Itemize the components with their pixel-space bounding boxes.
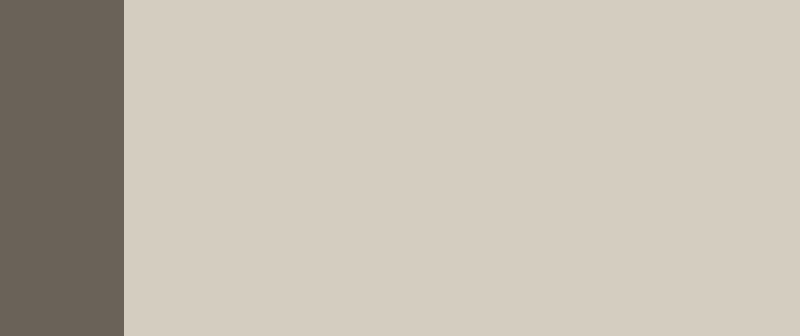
Text: 15.  Determine the measure of x:: 15. Determine the measure of x: (152, 30, 485, 48)
Text: x: x (222, 223, 234, 244)
Text: 45: 45 (302, 299, 330, 319)
Text: 35: 35 (190, 136, 218, 156)
Text: o: o (248, 220, 256, 233)
